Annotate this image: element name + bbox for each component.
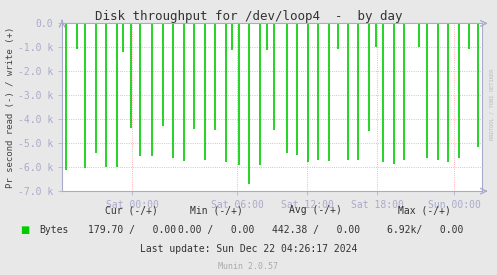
Text: 442.38 /   0.00: 442.38 / 0.00 (271, 225, 360, 235)
Text: ■: ■ (20, 225, 29, 235)
Text: 179.70 /   0.00: 179.70 / 0.00 (87, 225, 176, 235)
Text: 0.00 /   0.00: 0.00 / 0.00 (178, 225, 254, 235)
Text: RRDTOOL / TOBI OETIKER: RRDTOOL / TOBI OETIKER (490, 69, 495, 140)
Text: Cur (-/+): Cur (-/+) (105, 205, 158, 215)
Text: Max (-/+): Max (-/+) (399, 205, 451, 215)
Text: Last update: Sun Dec 22 04:26:17 2024: Last update: Sun Dec 22 04:26:17 2024 (140, 244, 357, 254)
Text: 6.92k/   0.00: 6.92k/ 0.00 (387, 225, 463, 235)
Text: Min (-/+): Min (-/+) (190, 205, 243, 215)
Y-axis label: Pr second read (-) / write (+): Pr second read (-) / write (+) (6, 27, 15, 188)
Text: Avg (-/+): Avg (-/+) (289, 205, 342, 215)
Text: Munin 2.0.57: Munin 2.0.57 (219, 262, 278, 271)
Text: Disk throughput for /dev/loop4  -  by day: Disk throughput for /dev/loop4 - by day (95, 10, 402, 23)
Text: Bytes: Bytes (39, 225, 68, 235)
